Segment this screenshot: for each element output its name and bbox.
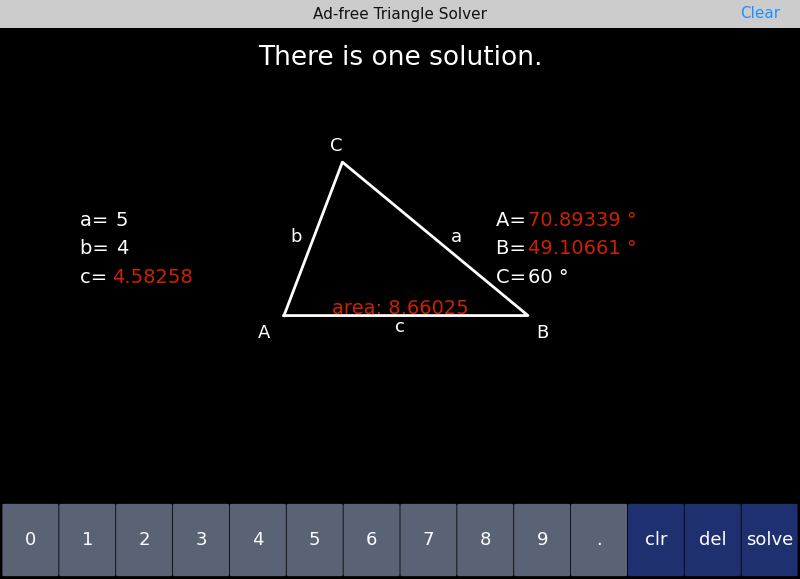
- Text: solve: solve: [746, 531, 793, 549]
- Text: 3: 3: [195, 531, 206, 549]
- Text: B=: B=: [496, 240, 532, 258]
- Text: A=: A=: [496, 211, 532, 229]
- Text: 5: 5: [309, 531, 321, 549]
- Text: b: b: [290, 228, 302, 247]
- FancyBboxPatch shape: [514, 504, 570, 576]
- Text: 70.89339 °: 70.89339 °: [528, 211, 637, 229]
- Text: .: .: [596, 531, 602, 549]
- FancyBboxPatch shape: [343, 504, 400, 576]
- FancyBboxPatch shape: [230, 504, 286, 576]
- FancyBboxPatch shape: [628, 504, 684, 576]
- Text: C: C: [330, 137, 342, 155]
- Text: 4: 4: [252, 531, 264, 549]
- FancyBboxPatch shape: [742, 504, 798, 576]
- Text: 8: 8: [479, 531, 491, 549]
- FancyBboxPatch shape: [116, 504, 172, 576]
- Text: B: B: [536, 324, 549, 342]
- Text: 4: 4: [116, 240, 128, 258]
- Text: There is one solution.: There is one solution.: [258, 45, 542, 71]
- Text: c: c: [395, 318, 405, 336]
- FancyBboxPatch shape: [59, 504, 115, 576]
- Text: 6: 6: [366, 531, 378, 549]
- Text: clr: clr: [645, 531, 667, 549]
- Bar: [0, 0, 800, 28]
- Text: area: 8.66025: area: 8.66025: [332, 299, 468, 317]
- Text: 9: 9: [536, 531, 548, 549]
- Text: 0: 0: [25, 531, 36, 549]
- Text: 4.58258: 4.58258: [112, 269, 193, 287]
- Text: 1: 1: [82, 531, 93, 549]
- FancyBboxPatch shape: [2, 504, 58, 576]
- Text: b=: b=: [80, 240, 115, 258]
- Text: 49.10661 °: 49.10661 °: [528, 240, 637, 258]
- FancyBboxPatch shape: [685, 504, 741, 576]
- Text: Ad-free Triangle Solver: Ad-free Triangle Solver: [313, 6, 487, 21]
- Text: a: a: [450, 228, 462, 247]
- Text: del: del: [699, 531, 726, 549]
- Text: A: A: [258, 324, 270, 342]
- Text: C=: C=: [496, 269, 532, 287]
- FancyBboxPatch shape: [401, 504, 457, 576]
- FancyBboxPatch shape: [458, 504, 514, 576]
- Text: 2: 2: [138, 531, 150, 549]
- Text: 60 °: 60 °: [528, 269, 569, 287]
- FancyBboxPatch shape: [571, 504, 627, 576]
- Text: 7: 7: [422, 531, 434, 549]
- FancyBboxPatch shape: [286, 504, 342, 576]
- Text: c=: c=: [80, 269, 114, 287]
- Text: 5: 5: [116, 211, 129, 229]
- Text: Clear: Clear: [740, 6, 780, 21]
- Text: a=: a=: [80, 211, 114, 229]
- FancyBboxPatch shape: [173, 504, 229, 576]
